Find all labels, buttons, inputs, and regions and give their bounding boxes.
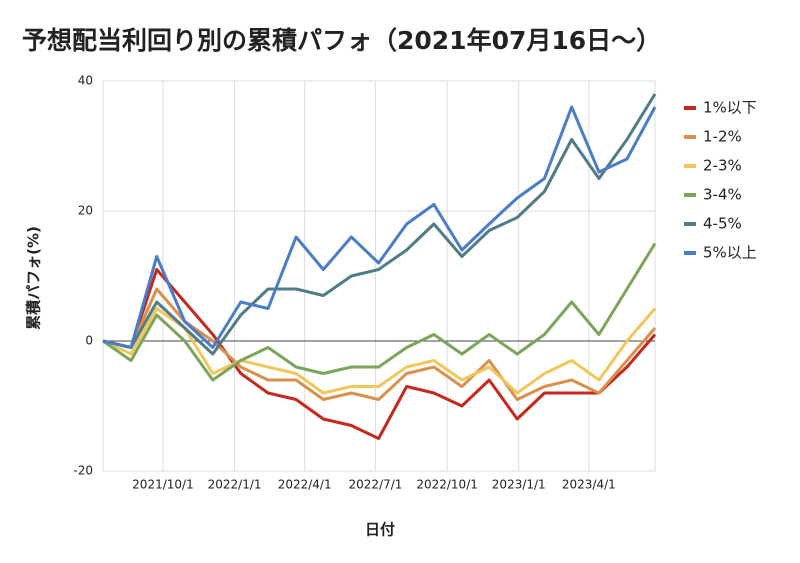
legend-label: 4-5% xyxy=(703,215,742,233)
line xyxy=(102,242,657,382)
x-tick-label: 2022/7/1 xyxy=(349,478,403,492)
legend-label: 3-4% xyxy=(703,186,742,204)
line xyxy=(102,93,657,356)
y-tick-label: 20 xyxy=(78,204,93,218)
legend-label: 2-3% xyxy=(703,157,742,175)
x-tick-label: 2023/1/1 xyxy=(492,478,546,492)
y-tick-label: 40 xyxy=(78,74,93,88)
line xyxy=(102,287,657,401)
x-tick-label: 2023/4/1 xyxy=(562,478,616,492)
x-tick-label: 2022/10/1 xyxy=(416,478,478,492)
line xyxy=(102,307,657,395)
legend: 1%以下 1-2% 2-3% 3-4% 4-5% 5%以上 xyxy=(684,99,757,262)
legend-label: 1-2% xyxy=(703,128,742,146)
legend-label: 1%以下 xyxy=(703,99,757,117)
x-tick-label: 2022/1/1 xyxy=(208,478,262,492)
line xyxy=(102,105,657,349)
x-tick-label: 2021/10/1 xyxy=(132,478,194,492)
y-tick-label: 0 xyxy=(85,334,93,348)
y-axis-title: 累積パフォ(%) xyxy=(25,226,43,330)
x-tick-label: 2022/4/1 xyxy=(278,478,332,492)
y-tick-label: -20 xyxy=(73,464,93,478)
legend-label: 5%以上 xyxy=(703,244,757,262)
x-axis-title: 日付 xyxy=(365,521,395,539)
chart-title: 予想配当利回り別の累積パフォ（2021年07月16日〜） xyxy=(22,26,661,55)
line xyxy=(102,268,657,440)
